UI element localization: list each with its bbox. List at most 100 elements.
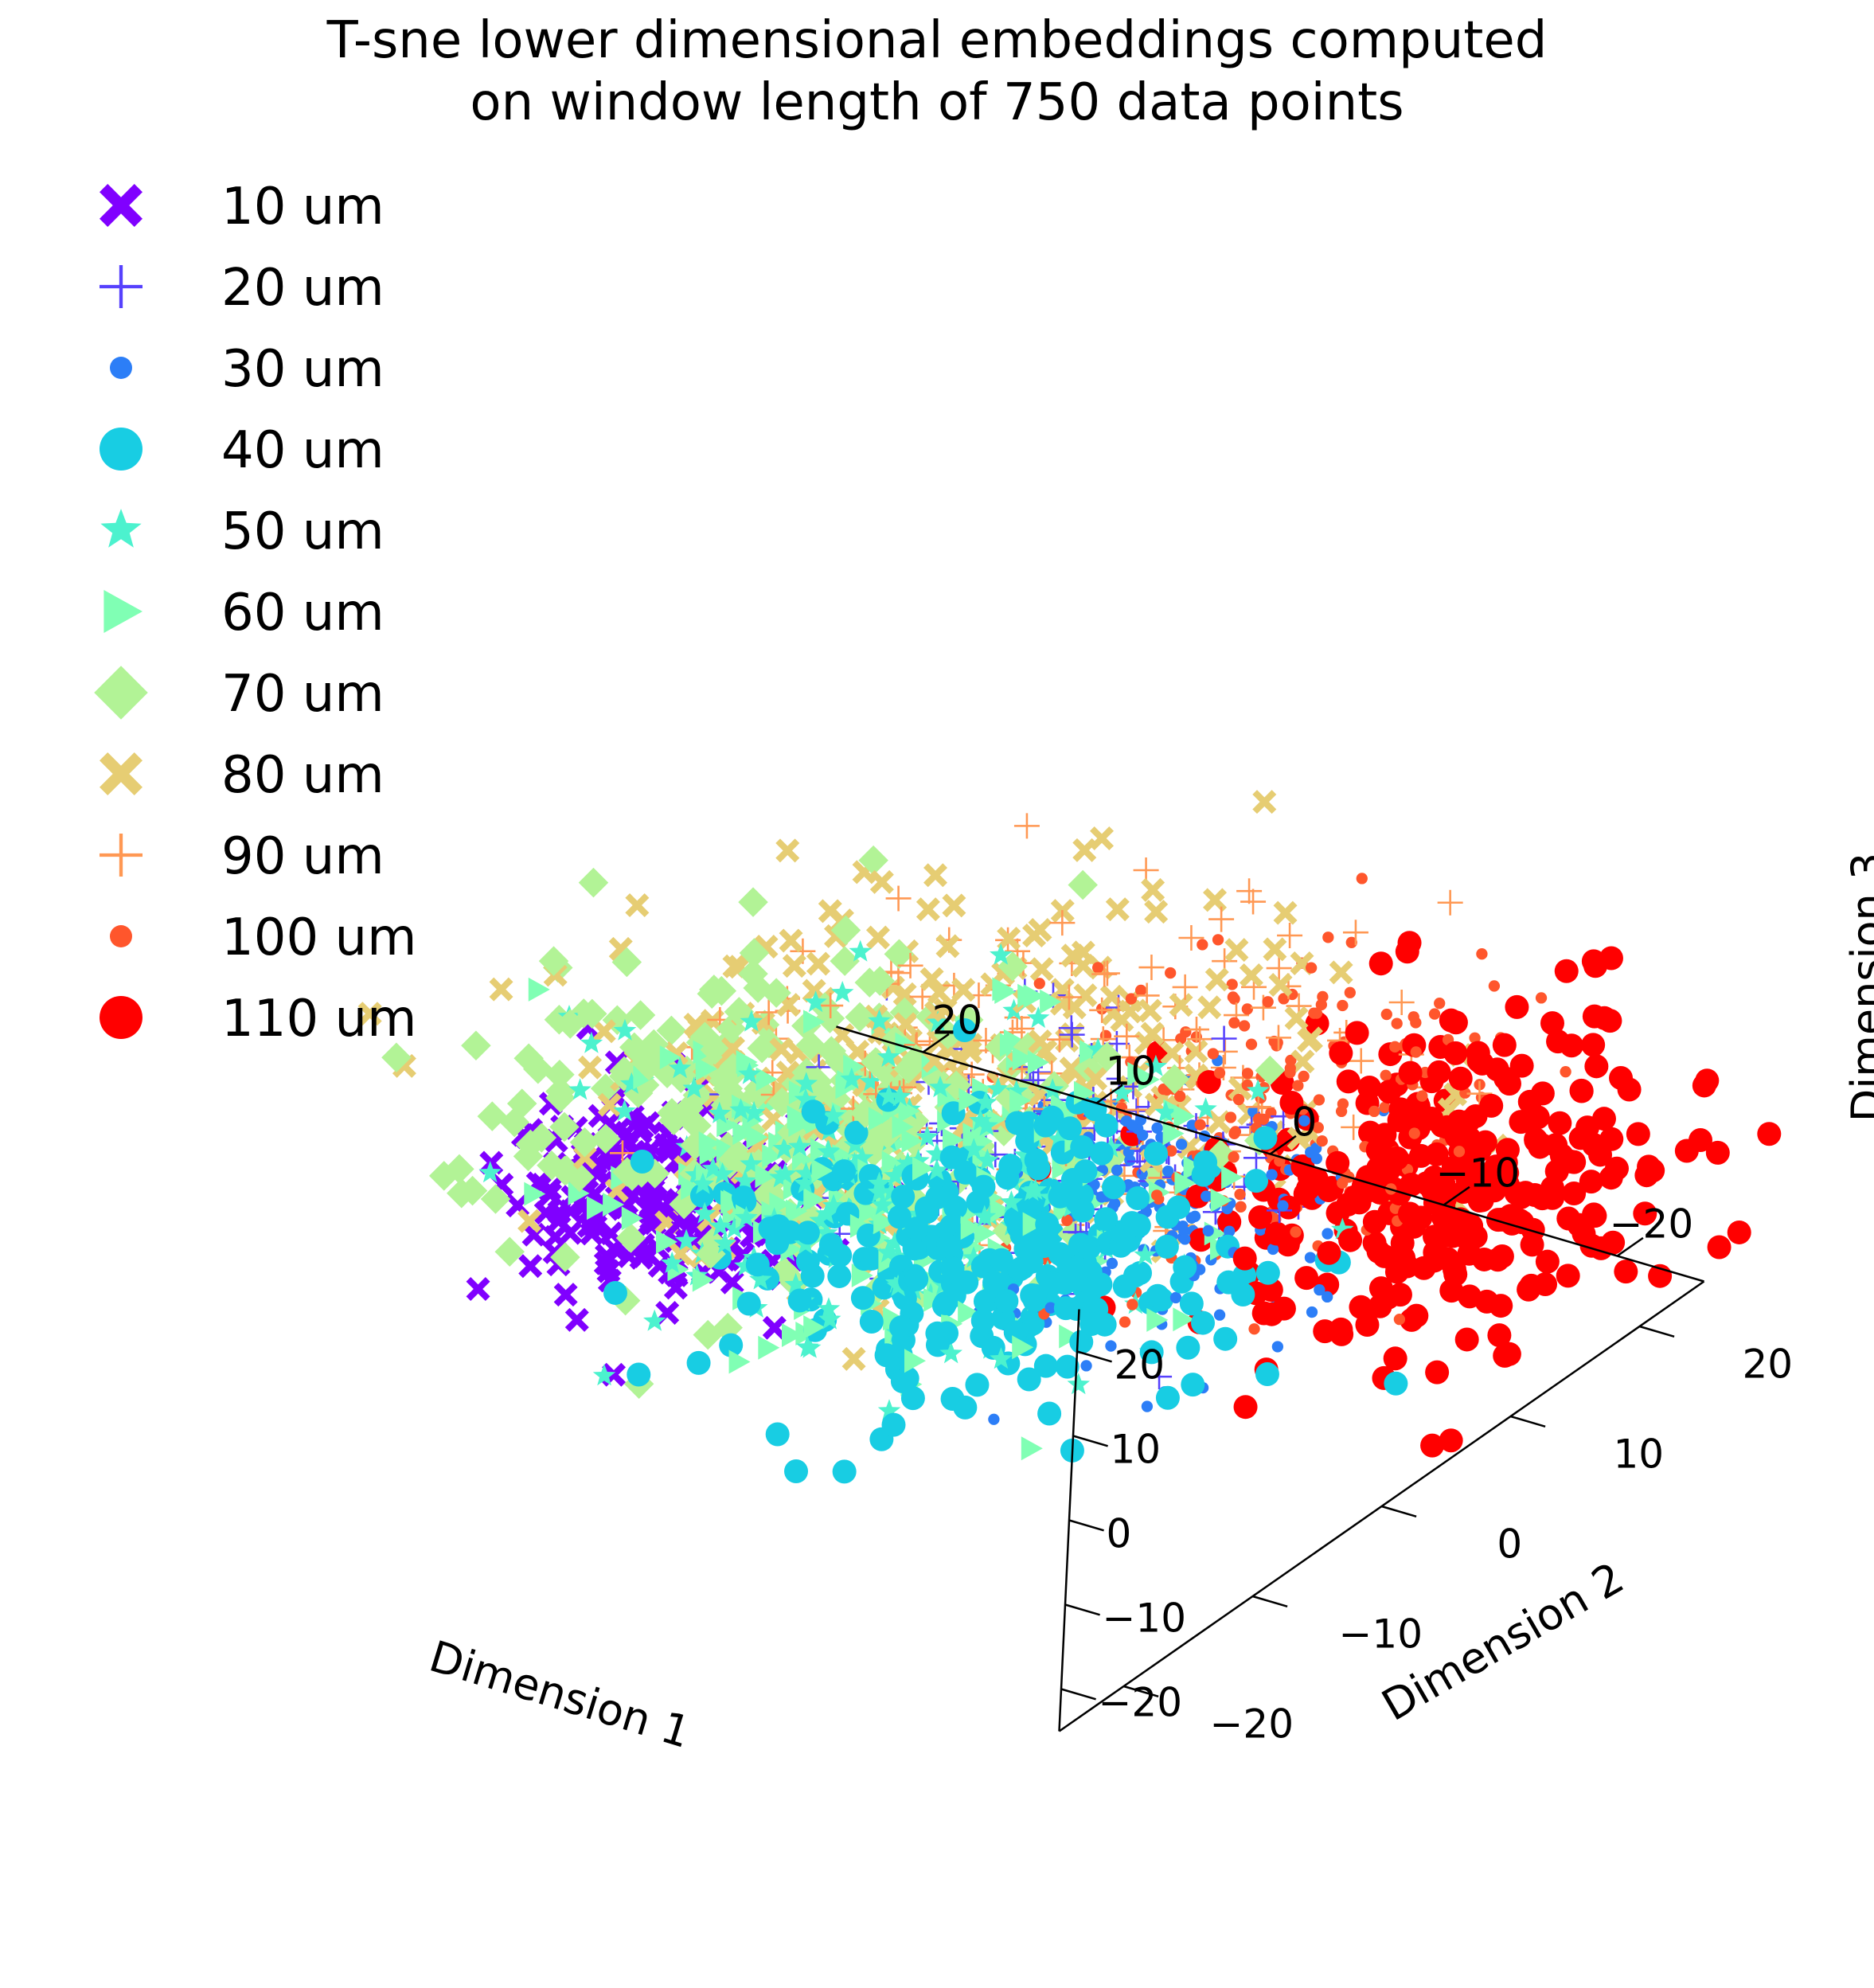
data-point (844, 1120, 869, 1145)
data-point (952, 1018, 977, 1043)
data-point (885, 885, 912, 912)
data-point (772, 1137, 796, 1159)
data-point (1090, 826, 1115, 851)
data-point (1165, 967, 1177, 979)
data-point (1005, 1080, 1029, 1102)
z-tick (1064, 1603, 1100, 1616)
data-point (1138, 998, 1162, 1023)
data-point (816, 1036, 847, 1066)
data-point (960, 1216, 982, 1240)
data-point (1201, 1190, 1212, 1202)
data-point (1047, 1127, 1070, 1150)
z-axis-label: Dimension 3 (1842, 853, 1874, 1123)
data-point (1252, 1113, 1265, 1125)
data-point (1329, 960, 1353, 985)
data-point (1279, 1090, 1304, 1115)
data-point (1072, 838, 1097, 862)
data-point (994, 1289, 1019, 1314)
legend-marker (100, 265, 143, 308)
data-point (1424, 1142, 1449, 1166)
data-point (1003, 1320, 1028, 1345)
data-point (1560, 1066, 1571, 1078)
data-point (578, 867, 609, 898)
data-point (881, 1150, 904, 1175)
data-point (1126, 1119, 1138, 1131)
data-point (1176, 1335, 1201, 1360)
data-point (1329, 1317, 1353, 1342)
data-point (749, 1267, 772, 1290)
data-point (1241, 1068, 1254, 1080)
data-point (973, 1205, 997, 1227)
data-point (1143, 1142, 1168, 1166)
data-point (1138, 1067, 1160, 1092)
data-point (1245, 1038, 1258, 1050)
data-point (877, 1399, 901, 1421)
data-point (803, 1187, 826, 1212)
data-point (769, 1037, 794, 1061)
data-point (1357, 1076, 1382, 1100)
data-point (1105, 1340, 1117, 1352)
z-tick-label: 0 (1107, 1511, 1132, 1557)
legend-label: 110 um (221, 990, 416, 1049)
y-tick-label: 0 (1497, 1521, 1522, 1567)
data-point (633, 1065, 655, 1090)
data-point (731, 1185, 755, 1210)
data-point (901, 1129, 923, 1154)
data-point (1355, 1312, 1380, 1337)
data-point (1071, 953, 1095, 978)
data-point (1028, 918, 1052, 943)
legend: 10 um 20 um 30 um 40 um 50 um 60 um 70 um 80 um… (94, 178, 416, 1049)
data-point (1179, 1291, 1204, 1316)
data-point (709, 1214, 732, 1236)
data-point (850, 1146, 874, 1168)
data-point (1255, 1055, 1286, 1086)
data-point (1159, 1064, 1190, 1095)
data-point (1317, 1240, 1341, 1265)
data-point (528, 977, 550, 1002)
data-point (904, 1267, 929, 1291)
data-point (1337, 1098, 1349, 1110)
data-point (555, 1009, 586, 1039)
data-point (1306, 1306, 1318, 1318)
data-point (1548, 1111, 1572, 1135)
data-point (538, 946, 569, 976)
data-point (794, 1072, 818, 1094)
data-point (775, 838, 800, 863)
y-tick-label: 20 (1742, 1341, 1793, 1387)
data-point (655, 1229, 677, 1254)
data-point (1126, 1299, 1138, 1310)
data-point (625, 1000, 656, 1030)
data-point (1263, 937, 1287, 962)
data-point (935, 934, 960, 959)
data-point (786, 1199, 808, 1224)
data-point (1420, 1433, 1445, 1458)
data-point (881, 1412, 906, 1437)
data-point (1122, 1263, 1147, 1288)
data-point (1026, 1006, 1050, 1029)
data-point (806, 951, 830, 976)
data-point (1368, 1276, 1393, 1301)
data-point (827, 1263, 852, 1288)
data-point (569, 1127, 600, 1158)
data-point (976, 1148, 999, 1170)
data-point (802, 1066, 833, 1097)
data-point (1322, 932, 1334, 943)
data-point (1388, 989, 1415, 1015)
data-point (564, 1307, 589, 1332)
data-point (1058, 1015, 1084, 1041)
data-point (1513, 1182, 1537, 1207)
data-point (1105, 897, 1130, 922)
legend-label: 30 um (221, 340, 385, 399)
data-point (1419, 1107, 1444, 1131)
data-point (1109, 1197, 1121, 1209)
data-point (1127, 1061, 1150, 1086)
data-point (700, 1034, 730, 1065)
data-point (845, 1002, 875, 1033)
data-point (1160, 1041, 1185, 1065)
data-point (1055, 1354, 1080, 1379)
data-point (859, 1069, 883, 1092)
data-point (818, 993, 844, 1019)
data-point (1146, 1283, 1170, 1308)
data-point (1342, 920, 1368, 946)
data-point (865, 925, 890, 950)
